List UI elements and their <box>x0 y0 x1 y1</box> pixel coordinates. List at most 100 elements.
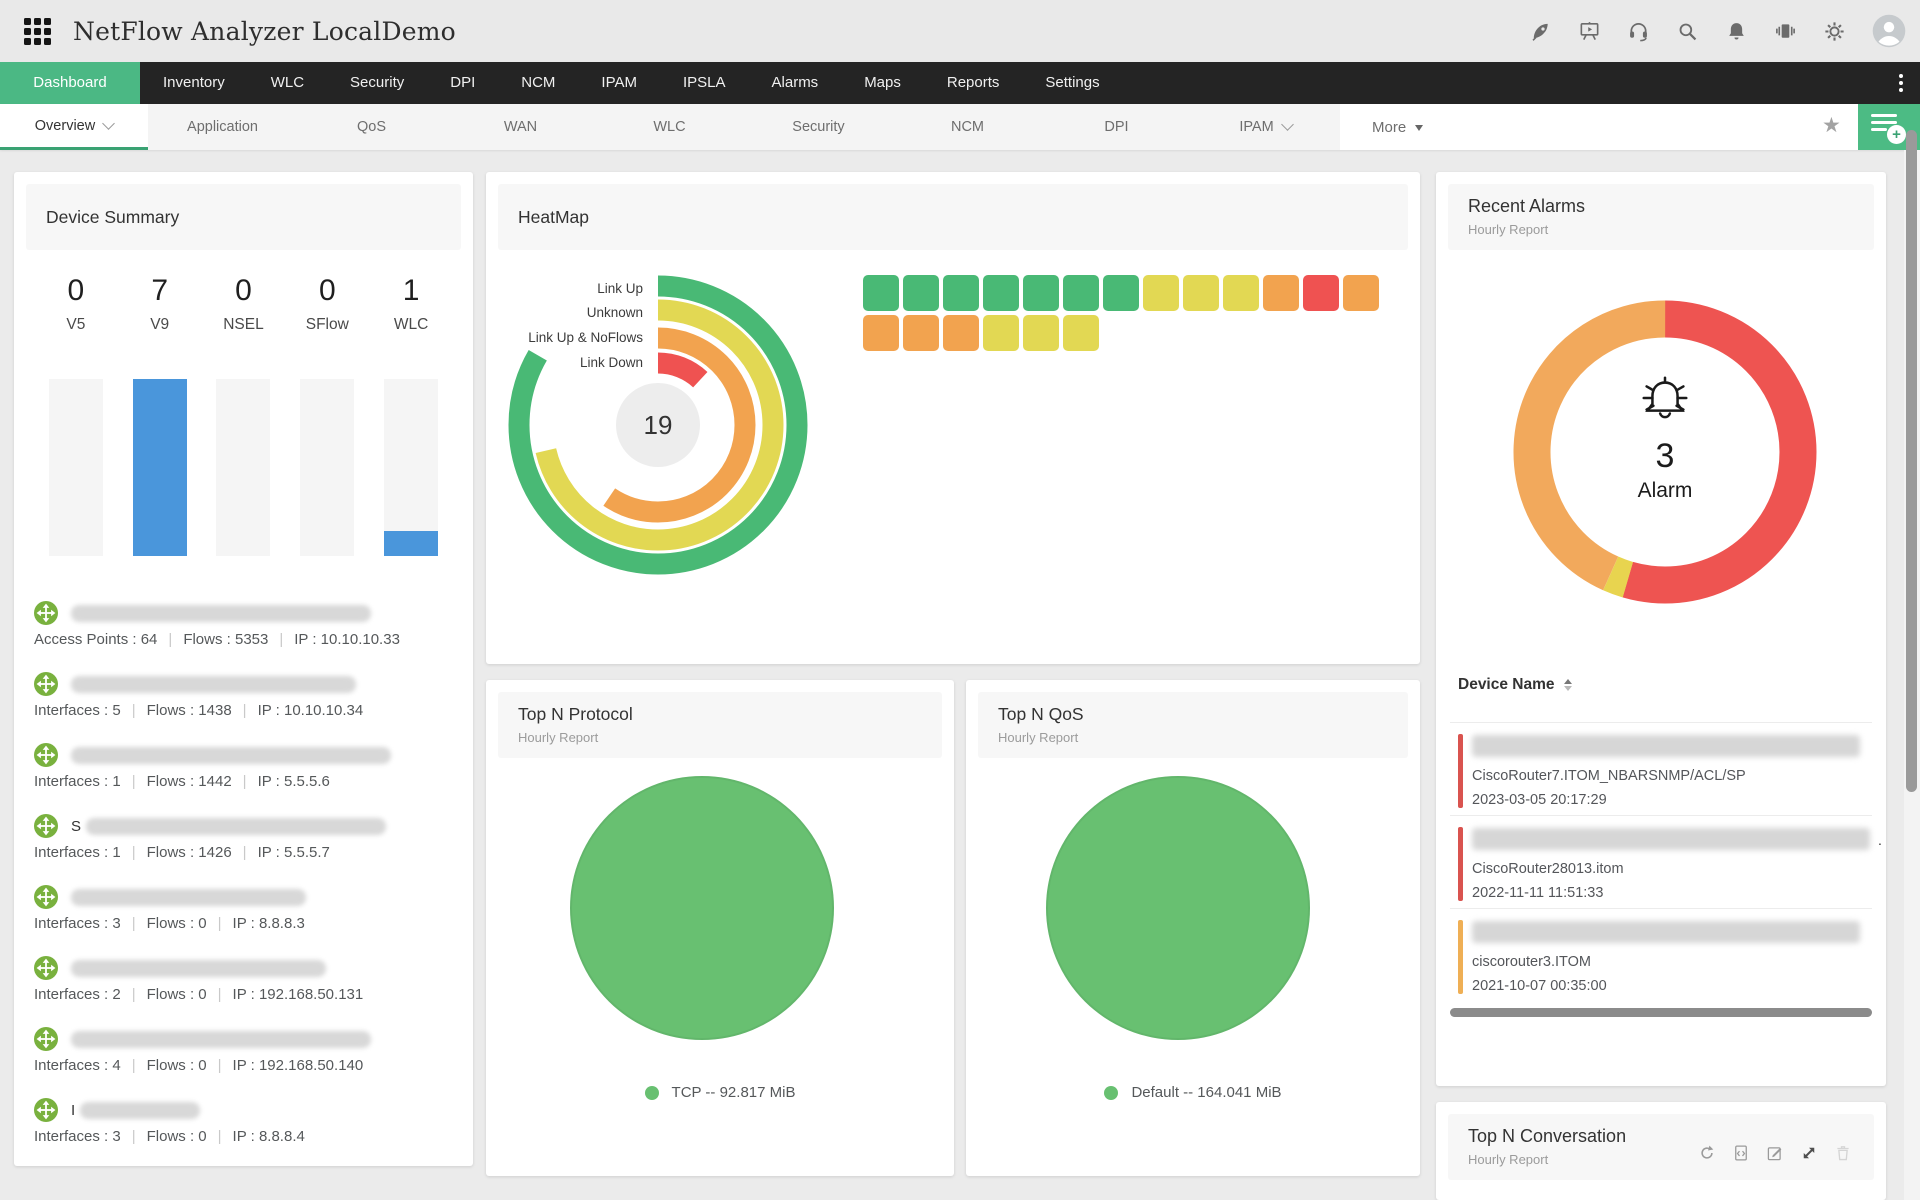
app-title: NetFlow Analyzer LocalDemo <box>73 16 456 46</box>
alarms-horizontal-scrollbar[interactable] <box>1450 1008 1872 1017</box>
page-scrollbar-thumb[interactable] <box>1906 130 1917 792</box>
device-stat-bar <box>202 379 286 556</box>
alarm-row[interactable]: . CiscoRouter28013.itom 2022-11-11 11:51:3… <box>1458 825 1882 909</box>
nav-tab-ipsla[interactable]: IPSLA <box>682 74 726 91</box>
subnav-tab-label: NCM <box>950 119 985 135</box>
subnav-tab-application[interactable]: Application <box>148 104 297 150</box>
heatmap-ring-label: Unknown <box>586 305 643 320</box>
plus-circle-icon: + <box>1887 125 1906 144</box>
subnav-tab-dpi[interactable]: DPI <box>1042 104 1191 150</box>
search-icon[interactable] <box>1676 20 1699 43</box>
resize-icon[interactable] <box>1800 1144 1818 1162</box>
device-name-link[interactable] <box>34 600 453 626</box>
nav-tab-settings[interactable]: Settings <box>1045 74 1100 91</box>
heatmap-cell-red[interactable] <box>1303 275 1339 311</box>
device-name-prefix: S <box>71 817 82 835</box>
heatmap-cell-yellow[interactable] <box>1023 315 1059 351</box>
subnav-tab-qos[interactable]: QoS <box>297 104 446 150</box>
device-name-link[interactable] <box>34 742 453 768</box>
device-stat-text: Flows : 1442 <box>146 773 232 790</box>
heatmap-cell-orange[interactable] <box>863 315 899 351</box>
subnav-tab-security[interactable]: Security <box>744 104 893 150</box>
heatmap-cell-orange[interactable] <box>1343 275 1379 311</box>
device-stat-bar <box>118 379 202 556</box>
nav-tab-security[interactable]: Security <box>350 74 405 91</box>
device-move-icon <box>34 814 58 838</box>
device-stat: 0 NSEL <box>202 274 286 334</box>
device-move-icon <box>34 601 58 625</box>
nav-tab-ipam[interactable]: IPAM <box>601 74 637 91</box>
chevron-down-icon <box>102 116 116 130</box>
heatmap-cell-orange[interactable] <box>943 315 979 351</box>
stat-separator: | <box>217 986 222 1003</box>
bell-icon[interactable] <box>1725 20 1748 43</box>
conversation-header: Top N Conversation Hourly Report <box>1448 1114 1874 1180</box>
nav-tab-reports[interactable]: Reports <box>946 74 1000 91</box>
subnav-more-button[interactable]: More <box>1372 104 1424 150</box>
device-list-item: Interfaces : 5 | Flows : 1438 | IP : 10.10.1… <box>34 671 453 724</box>
nav-tab-dpi[interactable]: DPI <box>450 74 476 91</box>
nav-tab-ncm[interactable]: NCM <box>521 74 556 91</box>
rocket-icon[interactable] <box>1529 20 1552 43</box>
presentation-play-icon[interactable] <box>1578 20 1601 43</box>
alarm-row[interactable]: CiscoRouter7.ITOM_NBARSNMP/ACL/SP 2023-03… <box>1458 732 1870 816</box>
heatmap-cell-green[interactable] <box>903 275 939 311</box>
export-report-icon[interactable] <box>1732 1144 1750 1162</box>
alarm-count: 3 <box>1655 437 1675 475</box>
alarm-detail: ciscorouter3.ITOM <box>1472 954 1591 970</box>
headset-icon[interactable] <box>1627 20 1650 43</box>
device-stat-text: Interfaces : 5 <box>34 702 121 719</box>
alarm-row[interactable]: ciscorouter3.ITOM 2021-10-07 00:35:00 <box>1458 918 1870 1002</box>
favorite-star-icon[interactable]: ★ <box>1822 114 1841 137</box>
subnav-tab-ncm[interactable]: NCM <box>893 104 1042 150</box>
device-summary-stats: 0 V5 7 V9 0 NSEL 0 SFlow 1 WLC <box>34 274 453 334</box>
nav-overflow-menu-icon[interactable] <box>1882 62 1920 104</box>
nav-tab-maps[interactable]: Maps <box>864 74 901 91</box>
heatmap-cell-green[interactable] <box>983 275 1019 311</box>
device-stat-text: IP : 192.168.50.131 <box>232 986 364 1003</box>
refresh-icon[interactable] <box>1698 1144 1716 1162</box>
subnav-tab-overview[interactable]: Overview <box>0 104 148 150</box>
device-name-column-header[interactable]: Device Name <box>1458 676 1572 694</box>
recent-alarms-header: Recent Alarms Hourly Report <box>1448 184 1874 250</box>
heatmap-cell-yellow[interactable] <box>1223 275 1259 311</box>
heatmap-cell-orange[interactable] <box>1263 275 1299 311</box>
heatmap-cell-yellow[interactable] <box>983 315 1019 351</box>
panel-title: Top N QoS <box>998 704 1084 724</box>
device-name-link[interactable]: S <box>34 813 453 839</box>
device-stat-label: SFlow <box>305 316 349 333</box>
device-name-link[interactable] <box>34 955 453 981</box>
stat-separator: | <box>217 1057 222 1074</box>
heatmap-cell-green[interactable] <box>1023 275 1059 311</box>
apps-grid-icon[interactable] <box>24 17 51 45</box>
gear-icon[interactable] <box>1823 20 1846 43</box>
heatmap-cell-yellow[interactable] <box>1143 275 1179 311</box>
ring-unknown <box>532 299 784 551</box>
heatmap-cell-orange[interactable] <box>903 315 939 351</box>
subnav-tab-ipam[interactable]: IPAM <box>1191 104 1340 150</box>
user-avatar[interactable] <box>1872 14 1906 48</box>
device-name-link[interactable] <box>34 884 453 910</box>
nav-tab-dashboard[interactable]: Dashboard <box>0 62 140 104</box>
carousel-icon[interactable] <box>1774 20 1797 43</box>
device-name-link[interactable] <box>34 671 453 697</box>
device-stat-value: 7 <box>151 274 169 307</box>
alarms-donut-chart <box>1513 300 1817 604</box>
heatmap-cell-green[interactable] <box>1063 275 1099 311</box>
heatmap-cell-green[interactable] <box>943 275 979 311</box>
heatmap-cell-green[interactable] <box>863 275 899 311</box>
subnav-tab-wlc[interactable]: WLC <box>595 104 744 150</box>
panel-subtitle: Hourly Report <box>1468 1152 1549 1167</box>
stat-separator: | <box>131 773 136 790</box>
nav-tab-alarms[interactable]: Alarms <box>771 74 819 91</box>
nav-tab-inventory[interactable]: Inventory <box>163 74 225 91</box>
device-name-link[interactable]: I <box>34 1097 453 1123</box>
heatmap-cell-yellow[interactable] <box>1183 275 1219 311</box>
bar-fill <box>132 379 187 556</box>
edit-icon[interactable] <box>1766 1144 1784 1162</box>
device-name-link[interactable] <box>34 1026 453 1052</box>
heatmap-cell-yellow[interactable] <box>1063 315 1099 351</box>
heatmap-cell-green[interactable] <box>1103 275 1139 311</box>
nav-tab-wlc[interactable]: WLC <box>270 74 305 91</box>
subnav-tab-wan[interactable]: WAN <box>446 104 595 150</box>
